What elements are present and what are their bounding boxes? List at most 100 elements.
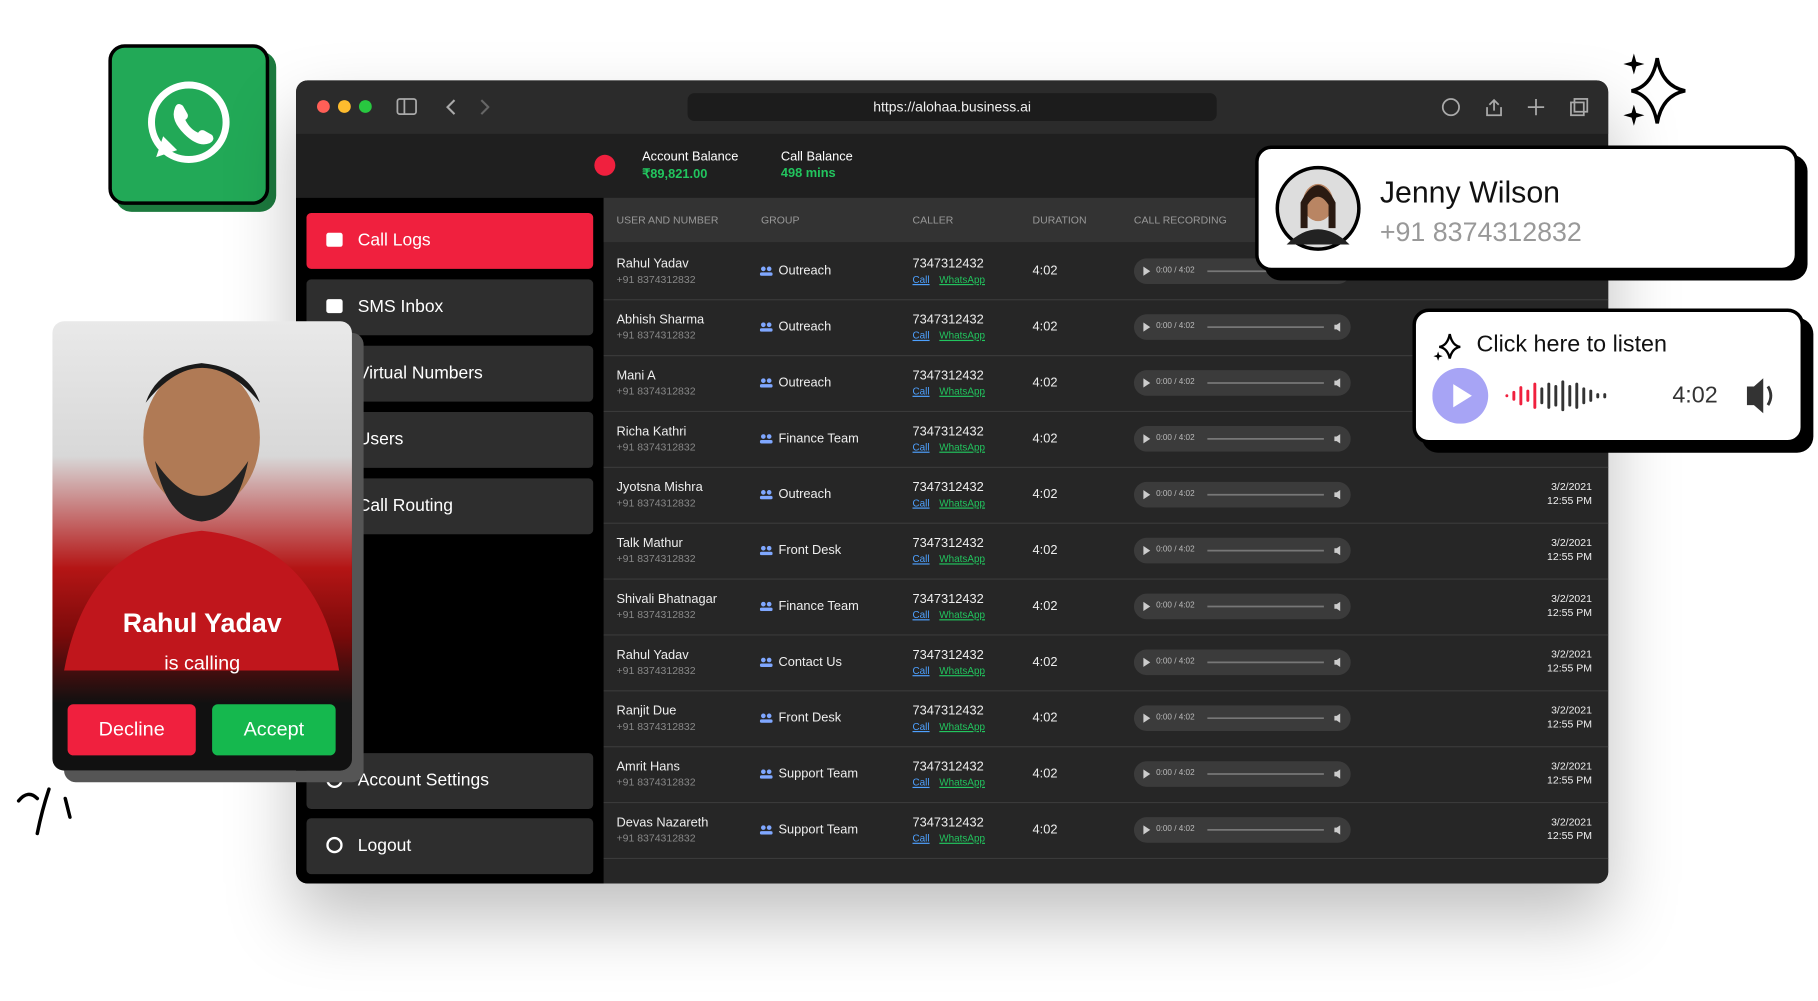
user-name: Abhish Sharma [616, 313, 705, 328]
menu-item[interactable]: Virtual Numbers [306, 345, 594, 402]
whatsapp-link[interactable]: WhatsApp [939, 441, 986, 453]
call-time: 12:55 PM [1547, 718, 1592, 730]
toolbar-icons[interactable] [1440, 97, 1592, 118]
whatsapp-link[interactable]: WhatsApp [939, 608, 986, 621]
player-controls [1143, 657, 1341, 667]
listen-duration: 4:02 [1672, 382, 1718, 409]
recording-player[interactable]: 0:00 / 4:02 [1133, 593, 1351, 620]
duration: 4:02 [1032, 375, 1058, 390]
call-link[interactable]: Call [912, 664, 930, 677]
group-icon [759, 601, 773, 612]
user-name: Rahul Yadav [616, 257, 689, 272]
call-status: is calling [164, 651, 241, 674]
whatsapp-link[interactable]: WhatsApp [939, 664, 986, 677]
call-link[interactable]: Call [912, 329, 930, 342]
caller-number: 7347312432 [912, 592, 984, 607]
whatsapp-icon [108, 44, 270, 205]
group: Front Desk [778, 711, 842, 726]
call-time: 12:55 PM [1547, 606, 1592, 619]
call-link[interactable]: Call [912, 497, 930, 509]
contact-name: Jenny Wilson [1379, 174, 1561, 210]
user-number: +91 8374312832 [616, 776, 696, 789]
recording-player[interactable]: 0:00 / 4:02 [1133, 761, 1351, 787]
call-link[interactable]: Call [912, 273, 930, 286]
recording-time: 0:00 / 4:02 [1156, 713, 1195, 722]
group-icon [759, 265, 773, 276]
menu-label: Account Settings [357, 770, 489, 791]
address-bar[interactable]: https://alohaa.business.ai [687, 93, 1217, 122]
group-glyph [759, 378, 773, 388]
user-number: +91 8374312832 [616, 720, 696, 733]
whatsapp-link[interactable]: WhatsApp [939, 385, 986, 397]
call-link[interactable]: Call [912, 832, 930, 844]
close-button[interactable] [316, 100, 330, 113]
caller-number: 7347312432 [912, 313, 984, 328]
recording-player[interactable]: 0:00 / 4:02 [1133, 481, 1351, 508]
listen-title: Click here to listen [1476, 331, 1667, 358]
call-link[interactable]: Call [912, 608, 930, 621]
recording-player[interactable]: 0:00 / 4:02 [1133, 426, 1351, 452]
menu-item[interactable]: Account Settings [306, 753, 594, 809]
duration: 4:02 [1032, 264, 1058, 279]
call-log-table: USER AND NUMBER GROUP CALLER DURATION CALL R… [603, 197, 1609, 884]
call-time: 12:55 PM [1547, 662, 1592, 674]
call-link[interactable]: Call [912, 441, 930, 453]
whatsapp-link[interactable]: WhatsApp [939, 776, 986, 789]
player-controls [1143, 322, 1341, 332]
duration: 4:02 [1032, 711, 1058, 726]
recording-player[interactable]: 0:00 / 4:02 [1133, 649, 1351, 676]
player-controls [1143, 825, 1341, 835]
whatsapp-link[interactable]: WhatsApp [939, 552, 986, 565]
whatsapp-link[interactable]: WhatsApp [939, 329, 986, 342]
nav-icons[interactable] [396, 97, 490, 118]
zoom-button[interactable] [358, 100, 372, 113]
recording-time: 0:00 / 4:02 [1156, 601, 1195, 610]
user-name: Talk Mathur [616, 536, 683, 551]
table-row: Jyotsna Mishra +91 8374312832 Outreach 7347… [603, 467, 1609, 524]
menu-item[interactable]: Call Logs [306, 213, 594, 269]
user-number: +91 8374312832 [616, 385, 696, 397]
group-glyph [759, 825, 773, 835]
menu-item[interactable]: Call Routing [306, 478, 594, 535]
caller-number: 7347312432 [912, 257, 984, 272]
accept-label: Accept [243, 718, 305, 741]
call-link[interactable]: Call [912, 776, 930, 789]
call-date: 3/2/2021 [1551, 760, 1592, 772]
call-balance-label: Call Balance [780, 150, 853, 165]
group-glyph [759, 490, 773, 500]
group-icon [759, 321, 773, 332]
whatsapp-link[interactable]: WhatsApp [939, 720, 986, 733]
menu-label: SMS Inbox [357, 296, 444, 317]
collapse-button[interactable] [594, 154, 616, 176]
call-link[interactable]: Call [912, 720, 930, 733]
duration: 4:02 [1032, 655, 1058, 670]
recording-player[interactable]: 0:00 / 4:02 [1133, 537, 1351, 564]
call-link[interactable]: Call [912, 385, 930, 397]
group-glyph [759, 657, 773, 667]
menu-item[interactable]: Users [306, 412, 594, 468]
recording-player[interactable]: 0:00 / 4:02 [1133, 817, 1351, 843]
caller-photo [64, 363, 340, 671]
decline-button[interactable]: Decline [67, 704, 196, 756]
group-glyph [759, 266, 773, 276]
menu-item[interactable]: SMS Inbox [306, 279, 594, 336]
call-time: 12:55 PM [1547, 438, 1592, 451]
recording-player[interactable]: 0:00 / 4:02 [1133, 705, 1351, 731]
call-date: 3/2/2021 [1551, 592, 1592, 605]
user-name: Shivali Bhatnagar [616, 592, 717, 607]
whatsapp-link[interactable]: WhatsApp [939, 832, 986, 844]
whatsapp-link[interactable]: WhatsApp [939, 273, 986, 286]
column-header: GROUP [761, 214, 800, 226]
minimize-button[interactable] [337, 100, 351, 113]
menu-item[interactable]: Logout [306, 818, 594, 875]
call-link[interactable]: Call [912, 552, 930, 565]
recording-player[interactable]: 0:00 / 4:02 [1133, 314, 1351, 340]
player-controls [1143, 545, 1341, 556]
recording-time: 0:00 / 4:02 [1156, 545, 1195, 555]
decline-label: Decline [98, 718, 165, 741]
audio-player[interactable] [1432, 367, 1782, 424]
call-balance: 498 mins [780, 166, 836, 181]
accept-button[interactable]: Accept [212, 704, 336, 756]
recording-player[interactable]: 0:00 / 4:02 [1133, 370, 1351, 396]
whatsapp-link[interactable]: WhatsApp [939, 497, 986, 509]
